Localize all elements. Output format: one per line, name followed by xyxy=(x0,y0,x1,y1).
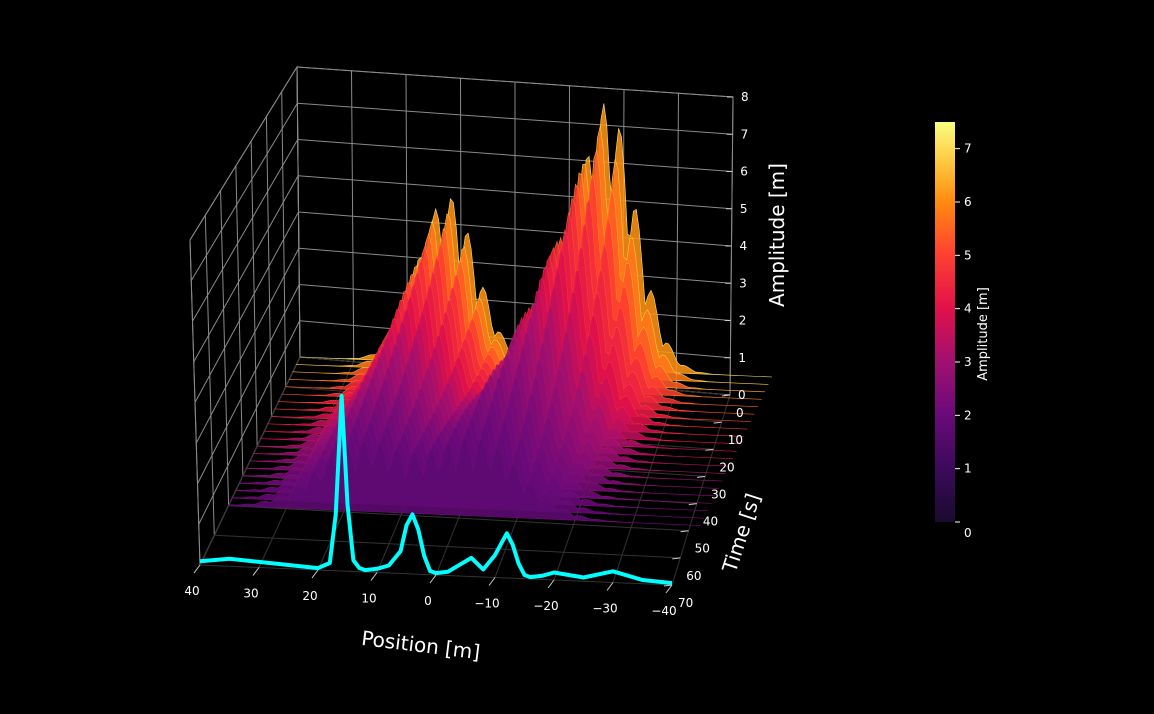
colorbar-gradient xyxy=(935,122,955,522)
colorbar: 0 1 2 3 4 5 6 7 Amplitude [m] xyxy=(935,122,991,540)
grid-line xyxy=(195,248,300,444)
x-tick-label: 40 xyxy=(184,584,199,598)
x-axis-label: Position [m] xyxy=(360,626,481,664)
z-tick-label: 6 xyxy=(740,165,748,179)
grid-line xyxy=(220,190,230,506)
y-tick-label: 10 xyxy=(728,433,743,447)
x-tick-label: −40 xyxy=(651,604,676,618)
z-tick-label: 8 xyxy=(741,90,749,104)
projection-curve xyxy=(199,393,673,586)
grid-line xyxy=(296,66,301,358)
grid-line xyxy=(198,320,301,525)
grid-line xyxy=(193,175,299,363)
y-tick-label: 60 xyxy=(686,569,701,583)
x-tick-label: 0 xyxy=(424,594,432,608)
colorbar-tick-label: 7 xyxy=(964,142,972,156)
y-axis-label: Time [s] xyxy=(717,490,765,576)
z-tick-label: 0 xyxy=(738,388,746,402)
grid-line xyxy=(675,93,679,391)
y-tick-label: 40 xyxy=(703,515,718,529)
floor-grid-line xyxy=(612,390,677,583)
z-tick-label: 4 xyxy=(740,239,748,253)
grid-line xyxy=(281,91,287,387)
colorbar-tick-label: 3 xyxy=(964,355,972,369)
colorbar-tick-label: 4 xyxy=(964,302,972,316)
y-tick-label: 70 xyxy=(678,596,693,610)
surface-mesh xyxy=(228,103,773,526)
z-tick-label: 3 xyxy=(739,276,747,290)
colorbar-tick-label: 5 xyxy=(964,248,972,262)
colorbar-tick-label: 2 xyxy=(964,408,972,422)
z-tick-label: 2 xyxy=(739,314,747,328)
z-tick-label: 1 xyxy=(738,351,746,365)
grid-line xyxy=(192,139,299,322)
x-tick-label: 30 xyxy=(243,587,258,601)
grid-line xyxy=(194,211,299,403)
grid-line xyxy=(235,165,244,476)
y-tick-label: 30 xyxy=(711,487,726,501)
x-tick-label: −30 xyxy=(592,602,617,616)
colorbar-label: Amplitude [m] xyxy=(976,287,991,381)
y-tick-label: 50 xyxy=(695,542,710,556)
z-tick-label: 5 xyxy=(740,202,748,216)
grid-line xyxy=(265,116,272,417)
floor-grid-line xyxy=(214,534,681,559)
grid-line xyxy=(190,102,298,281)
axis-ticks: 40 30 20 10 0 −10 −20 −30 −40 0 10 20 30 40 50 60 70 0 1 2 3… xyxy=(184,90,748,618)
x-tick-label: −10 xyxy=(474,597,499,611)
colorbar-tick-label: 0 xyxy=(964,526,972,540)
grid-line xyxy=(189,239,201,566)
z-axis-label: Amplitude [m] xyxy=(765,163,789,307)
projection-curve-group xyxy=(199,393,673,586)
grid-line xyxy=(351,70,355,362)
colorbar-tick-label: 6 xyxy=(964,195,972,209)
floor-grid-line xyxy=(671,394,731,586)
grid-line xyxy=(197,284,300,484)
floor-grid-line xyxy=(228,505,689,532)
x-tick-label: 10 xyxy=(361,592,376,606)
z-tick-label: 7 xyxy=(741,127,749,141)
grid-line xyxy=(250,141,258,447)
x-tick-label: −20 xyxy=(533,599,558,613)
x-tick-label: 20 xyxy=(302,589,317,603)
y-tick-label: 0 xyxy=(736,406,744,420)
grid-line xyxy=(204,215,215,536)
y-tick-label: 20 xyxy=(719,460,734,474)
grid-line xyxy=(189,66,298,241)
colorbar-tick-label: 1 xyxy=(964,462,972,476)
